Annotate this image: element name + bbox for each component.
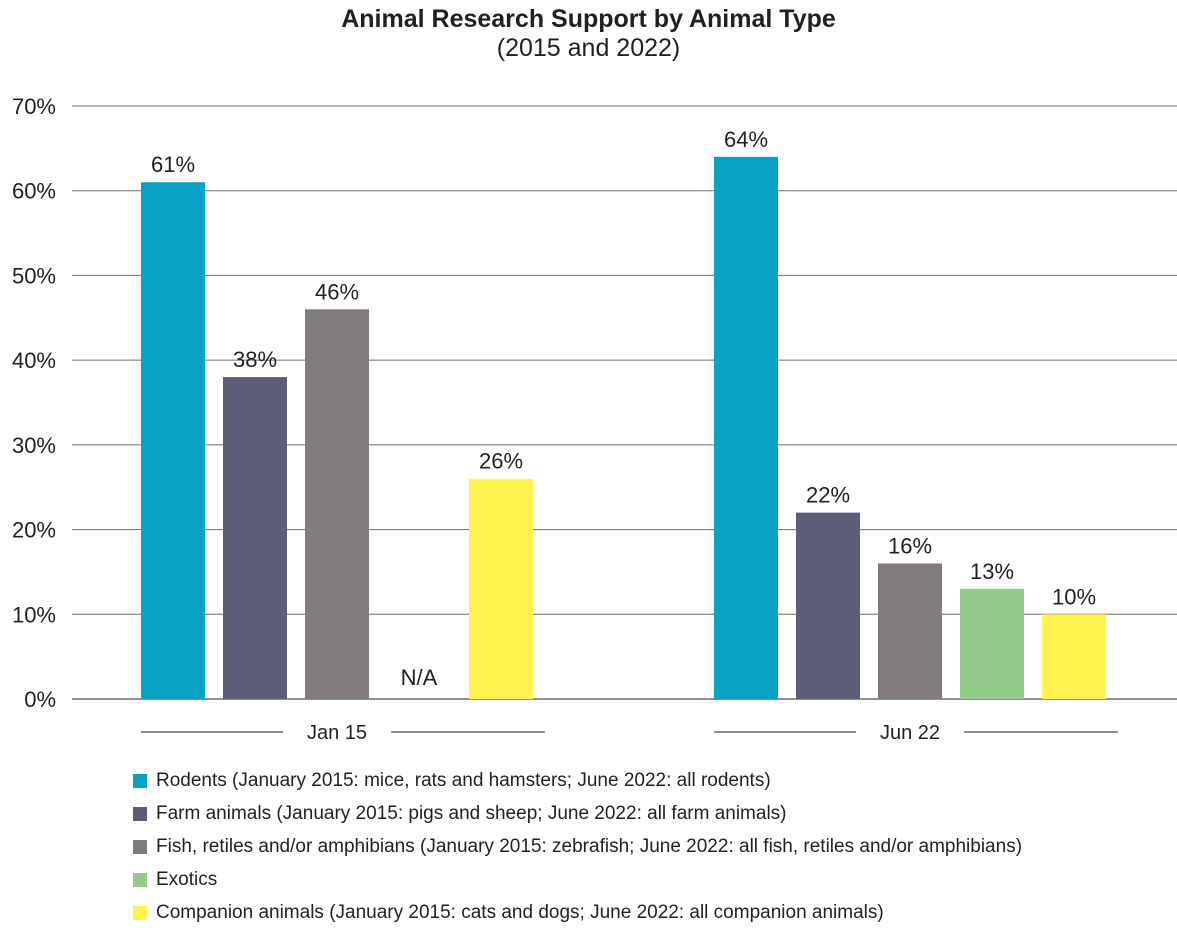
- bar: [960, 588, 1024, 699]
- bar: [714, 156, 778, 700]
- legend-item: Exotics: [133, 863, 1022, 896]
- data-label: 22%: [806, 483, 850, 508]
- chart-title: Animal Research Support by Animal Type: [341, 5, 836, 33]
- bar: [305, 309, 369, 699]
- legend-item: Companion animals (January 2015: cats an…: [133, 896, 1022, 929]
- data-label: 38%: [233, 347, 277, 372]
- legend-label: Companion animals (January 2015: cats an…: [156, 901, 884, 923]
- y-tick-label: 70%: [12, 94, 56, 119]
- category-label: Jan 15: [307, 722, 367, 744]
- y-tick-label: 0%: [24, 687, 56, 712]
- legend-item: Farm animals (January 2015: pigs and she…: [133, 797, 1022, 830]
- legend-label: Farm animals (January 2015: pigs and she…: [156, 802, 787, 824]
- chart-subtitle: (2015 and 2022): [496, 34, 681, 62]
- bar: [878, 563, 942, 699]
- data-label: 10%: [1052, 584, 1096, 609]
- legend-swatch: [133, 773, 147, 788]
- legend-swatch: [133, 806, 147, 821]
- legend-label: Fish, retiles and/or amphibians (January…: [156, 835, 1023, 857]
- data-label: 46%: [315, 279, 359, 304]
- y-tick-label: 60%: [12, 179, 56, 204]
- y-tick-label: 40%: [12, 348, 56, 373]
- y-tick-label: 30%: [12, 433, 56, 458]
- bar: [223, 377, 287, 699]
- data-label: 16%: [888, 533, 932, 558]
- chart-legend: Rodents (January 2015: mice, rats and ha…: [133, 764, 1022, 929]
- legend-label: Exotics: [156, 868, 218, 890]
- legend-swatch: [133, 839, 147, 854]
- legend-swatch: [133, 872, 147, 887]
- bar: [1042, 614, 1106, 699]
- chart-title-block: Animal Research Support by Animal Type (…: [0, 4, 1177, 62]
- legend-item: Rodents (January 2015: mice, rats and ha…: [133, 764, 1022, 797]
- data-label: 61%: [151, 152, 195, 177]
- data-label: 64%: [724, 127, 768, 152]
- data-label: 26%: [479, 449, 523, 474]
- legend-label: Rodents (January 2015: mice, rats and ha…: [156, 769, 771, 791]
- y-tick-label: 10%: [12, 602, 56, 627]
- bar-chart: 0% 10% 20% 30% 40% 50% 60% 70% 61% 38% 46% N/A 26% Ja…: [12, 94, 1177, 744]
- bar: [796, 512, 860, 699]
- category-label: Jun 22: [880, 722, 940, 744]
- y-tick-label: 50%: [12, 263, 56, 288]
- na-label: N/A: [401, 665, 438, 690]
- y-tick-label: 20%: [12, 518, 56, 543]
- bar: [469, 478, 533, 699]
- bar: [141, 182, 205, 699]
- legend-swatch: [133, 905, 147, 920]
- legend-item: Fish, retiles and/or amphibians (January…: [133, 830, 1022, 863]
- data-label: 13%: [970, 559, 1014, 584]
